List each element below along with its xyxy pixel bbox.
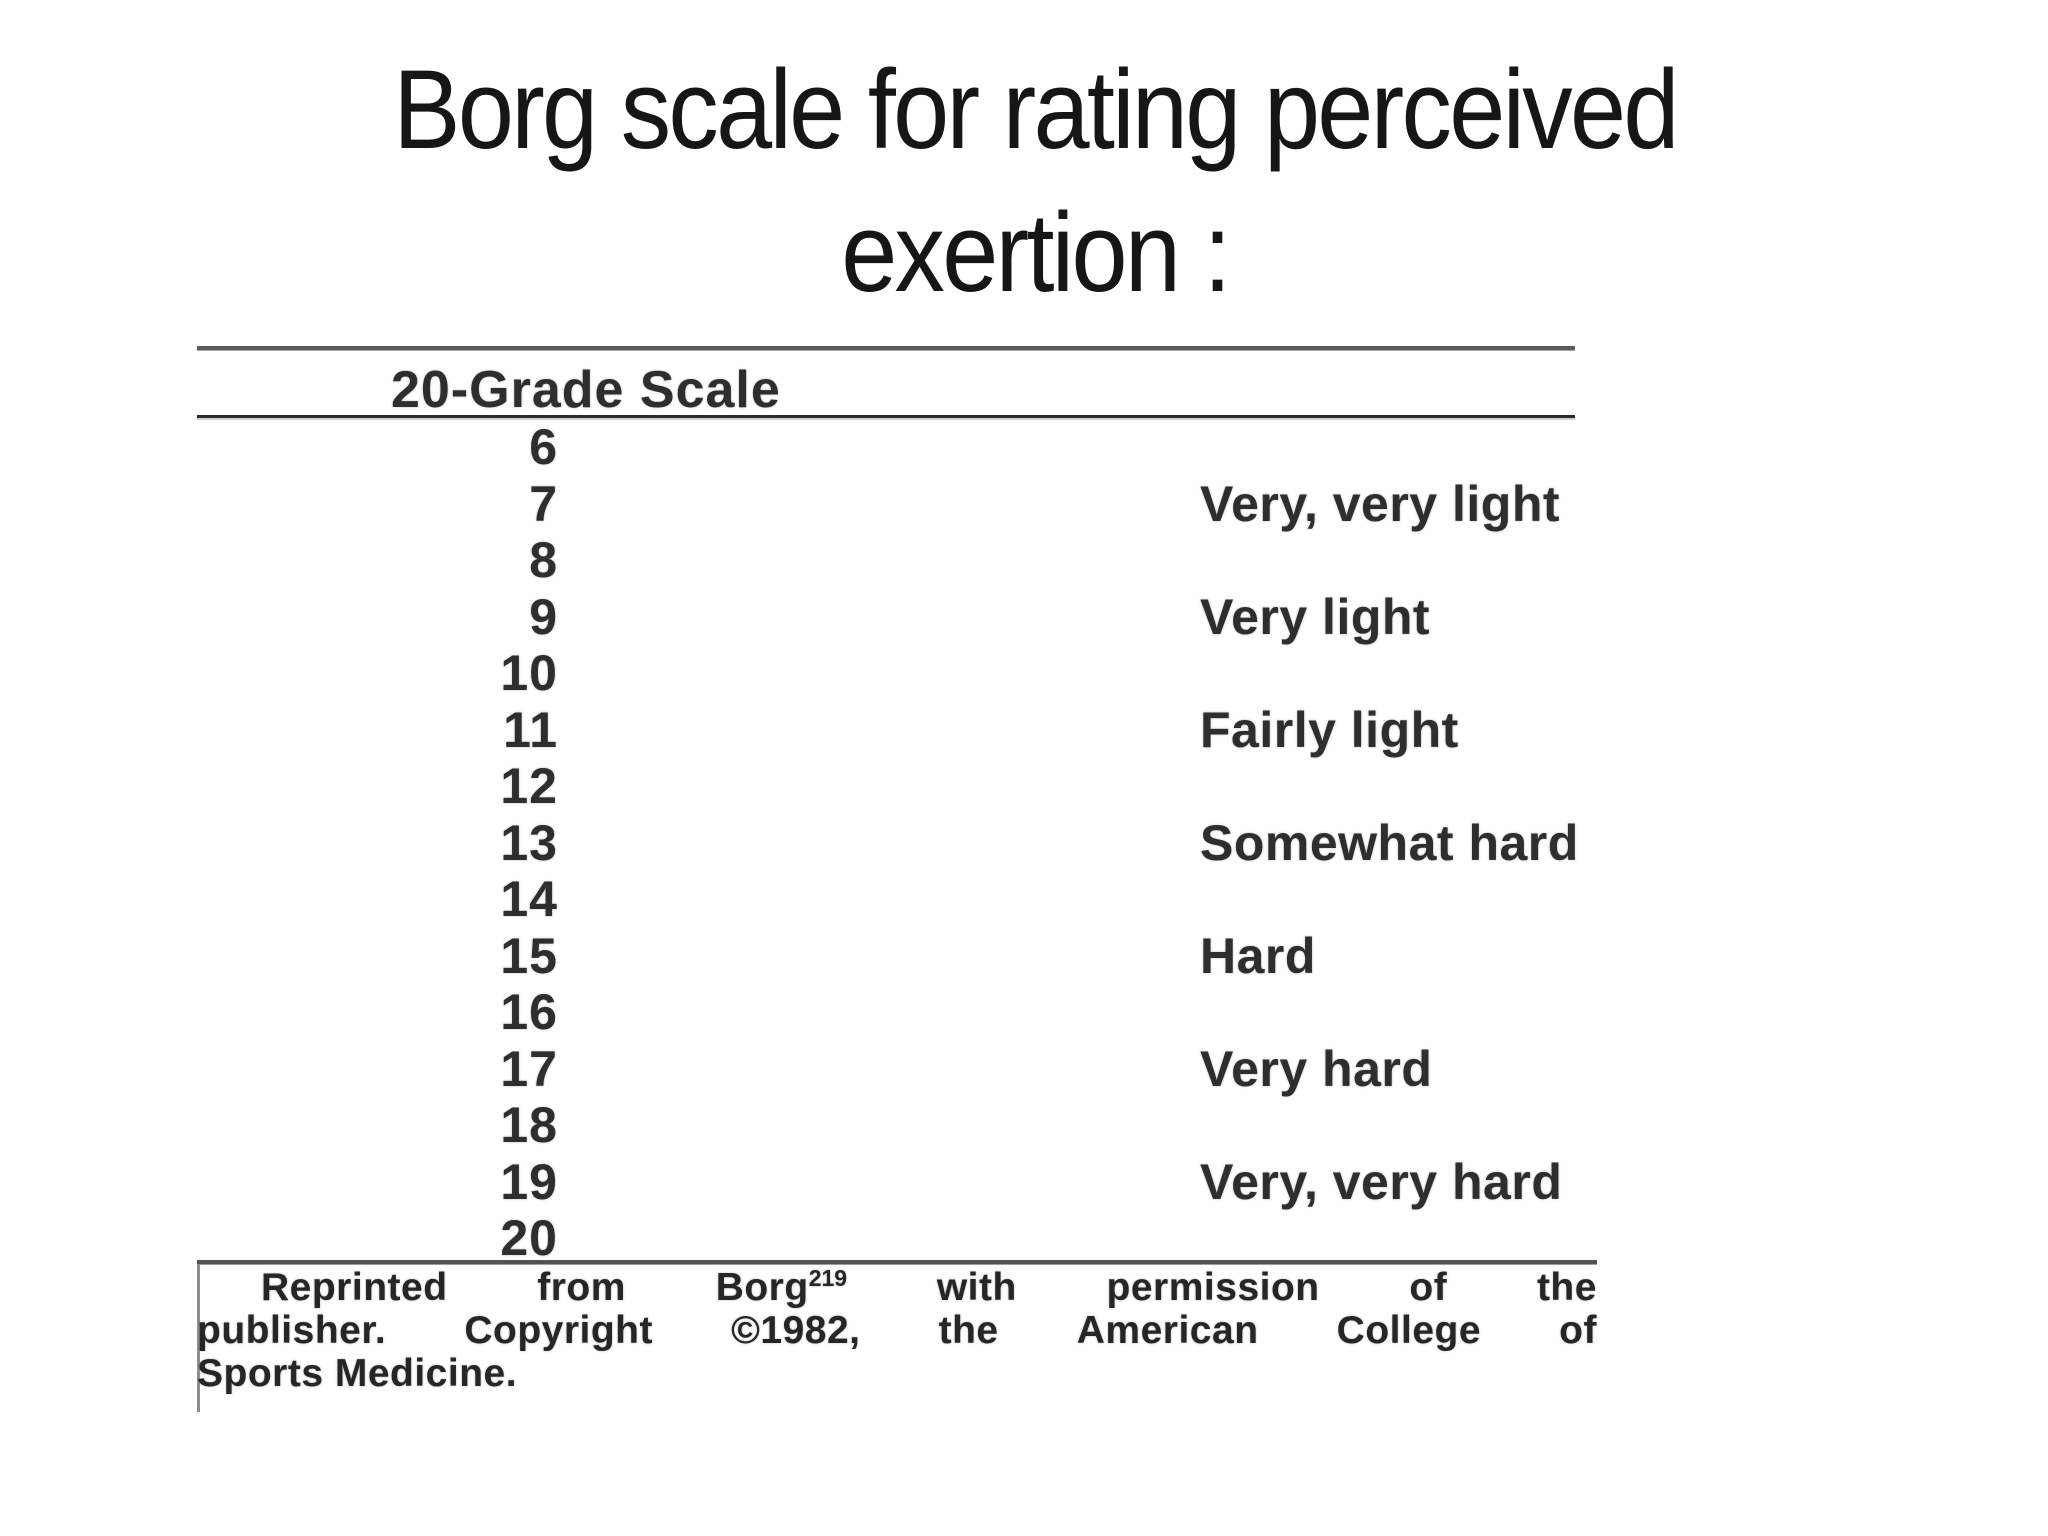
citation-reference-superscript: 219 xyxy=(808,1265,848,1291)
citation-word: ©1982, xyxy=(731,1309,861,1352)
citation-word: Reprinted xyxy=(261,1266,448,1309)
table-header-rule xyxy=(197,415,1575,418)
exertion-label: Fairly light xyxy=(1200,701,1459,758)
citation-line-3: Sports Medicine. xyxy=(197,1352,518,1395)
table-top-rule xyxy=(197,346,1575,351)
citation-word: of xyxy=(1559,1309,1597,1352)
grade-cell: 8 xyxy=(529,532,558,589)
grade-cell: 19 xyxy=(500,1153,558,1210)
citation-word: the xyxy=(938,1309,999,1352)
citation-word: permission xyxy=(1106,1266,1320,1309)
citation-word: from xyxy=(537,1266,626,1309)
table-row: 17 Very hard xyxy=(197,1041,1597,1098)
exertion-label: Very, very hard xyxy=(1200,1153,1563,1210)
citation-word: of xyxy=(1409,1266,1448,1309)
citation-line-1: Reprinted from Borg219 with permission o… xyxy=(197,1266,1597,1309)
slide-title-line1: Borg scale for rating perceived xyxy=(393,47,1679,172)
table-header: 20-Grade Scale xyxy=(391,361,781,419)
table-row: 11 Fairly light xyxy=(197,702,1597,759)
grade-cell: 10 xyxy=(500,645,558,702)
table-row: 18 xyxy=(197,1097,1597,1154)
table-row: 8 xyxy=(197,532,1597,589)
citation-word: with xyxy=(936,1266,1017,1309)
exertion-label: Hard xyxy=(1200,927,1316,984)
citation-word-borg: Borg219 xyxy=(715,1265,848,1309)
table-row: 20 xyxy=(197,1210,1597,1267)
slide-title: Borg scale for rating perceived exertion… xyxy=(113,38,1956,324)
scan-left-edge-line xyxy=(197,1264,200,1412)
grade-cell: 15 xyxy=(500,927,558,984)
grade-cell: 18 xyxy=(500,1097,558,1154)
slide-title-line2: exertion : xyxy=(841,190,1231,315)
table-row: 6 xyxy=(197,419,1597,476)
table-body: 6 7 Very, very light 8 9 Very light 10 1… xyxy=(197,419,1597,1267)
grade-cell: 13 xyxy=(500,814,558,871)
grade-cell: 17 xyxy=(500,1040,558,1097)
grade-cell: 12 xyxy=(500,758,558,815)
citation-word: publisher. xyxy=(197,1309,387,1352)
citation-word: American xyxy=(1076,1309,1259,1352)
exertion-label: Somewhat hard xyxy=(1200,814,1579,871)
table-row: 19 Very, very hard xyxy=(197,1154,1597,1211)
citation-word: Copyright xyxy=(464,1309,653,1352)
table-row: 12 xyxy=(197,758,1597,815)
grade-cell: 14 xyxy=(500,871,558,928)
grade-cell: 20 xyxy=(500,1210,558,1267)
table-row: 15 Hard xyxy=(197,928,1597,985)
table-row: 7 Very, very light xyxy=(197,476,1597,533)
table-bottom-rule xyxy=(197,1260,1597,1265)
grade-cell: 16 xyxy=(500,984,558,1041)
exertion-label: Very hard xyxy=(1200,1040,1433,1097)
citation-word: the xyxy=(1536,1266,1597,1309)
table-row: 13 Somewhat hard xyxy=(197,815,1597,872)
grade-cell: 7 xyxy=(529,475,558,532)
grade-cell: 9 xyxy=(529,588,558,645)
citation-word: College xyxy=(1336,1309,1482,1352)
exertion-label: Very, very light xyxy=(1200,475,1561,532)
citation-line-2: publisher. Copyright ©1982, the American… xyxy=(197,1309,1597,1352)
exertion-label: Very light xyxy=(1200,588,1431,645)
table-row: 9 Very light xyxy=(197,589,1597,646)
table-row: 14 xyxy=(197,871,1597,928)
grade-cell: 11 xyxy=(503,701,558,758)
table-row: 10 xyxy=(197,645,1597,702)
table-row: 16 xyxy=(197,984,1597,1041)
grade-cell: 6 xyxy=(529,419,558,476)
citation: Reprinted from Borg219 with permission o… xyxy=(197,1266,1597,1395)
